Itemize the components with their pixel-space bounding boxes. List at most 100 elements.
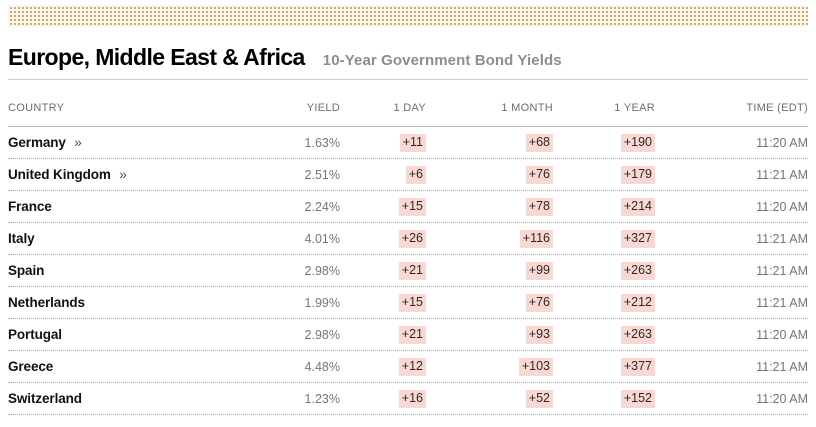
change-1month-cell: +93 <box>426 325 553 345</box>
yield-value: 1.23% <box>304 391 340 406</box>
change-1month-cell: +116 <box>426 229 553 249</box>
column-header-1year: 1 YEAR <box>614 102 655 115</box>
change-1year-badge: +190 <box>620 134 655 153</box>
column-header-1day: 1 DAY <box>393 102 426 115</box>
change-1month-cell: +99 <box>426 261 553 281</box>
change-1day-badge: +21 <box>398 326 426 345</box>
change-1day-cell: +16 <box>340 389 426 409</box>
page-title: Europe, Middle East & Africa <box>8 44 305 70</box>
change-1day-badge: +15 <box>398 294 426 313</box>
time-cell: 11:21 AM <box>655 358 808 376</box>
country-cell: Portugal <box>8 326 298 344</box>
change-1year-cell: +377 <box>553 357 655 377</box>
change-1day-badge: +11 <box>399 134 426 153</box>
country-cell: Italy <box>8 230 298 248</box>
table-row: France 2.24% +15 +78 +214 11:20 AM <box>8 191 808 224</box>
time-cell: 11:21 AM <box>655 166 808 184</box>
country-cell: France <box>8 198 298 216</box>
change-1year-cell: +212 <box>553 293 655 313</box>
time-value: 11:21 AM <box>756 359 808 374</box>
country-cell[interactable]: United Kingdom » <box>8 166 298 184</box>
change-1month-badge: +78 <box>525 198 553 217</box>
yield-cell: 2.24% <box>298 198 340 216</box>
country-link-arrow: » <box>74 134 82 150</box>
yield-value: 2.98% <box>304 263 340 278</box>
change-1day-cell: +21 <box>340 325 426 345</box>
change-1month-cell: +76 <box>426 165 553 185</box>
change-1day-badge: +26 <box>398 230 426 249</box>
change-1day-cell: +6 <box>340 165 426 185</box>
time-cell: 11:20 AM <box>655 134 808 152</box>
change-1day-badge: +15 <box>398 198 426 217</box>
markets-page: Europe, Middle East & Africa 10-Year Gov… <box>0 5 816 427</box>
country-cell: Netherlands <box>8 294 298 312</box>
time-cell: 11:20 AM <box>655 198 808 216</box>
change-1day-cell: +12 <box>340 357 426 377</box>
time-value: 11:20 AM <box>756 327 808 342</box>
table-row: Germany » 1.63% +11 +68 +190 11:20 AM <box>8 127 808 160</box>
change-1year-cell: +152 <box>553 389 655 409</box>
time-cell: 11:21 AM <box>655 294 808 312</box>
change-1month-badge: +93 <box>525 326 553 345</box>
change-1year-badge: +377 <box>620 358 655 377</box>
change-1day-cell: +11 <box>340 133 426 153</box>
yield-cell: 1.99% <box>298 294 340 312</box>
time-cell: 11:20 AM <box>655 390 808 408</box>
time-value: 11:21 AM <box>756 263 808 278</box>
country-name: Netherlands <box>8 294 85 310</box>
change-1month-cell: +68 <box>426 133 553 153</box>
table-row: Italy 4.01% +26 +116 +327 11:21 AM <box>8 223 808 256</box>
country-name: Portugal <box>8 326 62 342</box>
change-1year-badge: +152 <box>620 390 655 409</box>
time-value: 11:21 AM <box>756 167 808 182</box>
section-header: Europe, Middle East & Africa 10-Year Gov… <box>8 44 808 81</box>
yield-value: 1.63% <box>304 135 340 150</box>
time-value: 11:20 AM <box>756 391 808 406</box>
change-1day-cell: +15 <box>340 293 426 313</box>
table-row: Greece 4.48% +12 +103 +377 11:21 AM <box>8 351 808 384</box>
change-1day-badge: +12 <box>398 358 426 377</box>
change-1year-cell: +327 <box>553 229 655 249</box>
yield-cell: 1.63% <box>298 134 340 152</box>
yield-value: 1.99% <box>304 295 340 310</box>
change-1year-cell: +214 <box>553 197 655 217</box>
yield-value: 2.98% <box>304 327 340 342</box>
change-1day-cell: +26 <box>340 229 426 249</box>
change-1day-cell: +15 <box>340 197 426 217</box>
table-row: Spain 2.98% +21 +99 +263 11:21 AM <box>8 255 808 288</box>
time-value: 11:21 AM <box>756 231 808 246</box>
change-1month-badge: +99 <box>525 262 553 281</box>
column-header-1month: 1 MONTH <box>501 102 553 115</box>
column-header-time: TIME (EDT) <box>746 102 808 115</box>
country-link-arrow: » <box>119 166 127 182</box>
yield-value: 4.48% <box>304 359 340 374</box>
halftone-decorative-strip <box>8 5 808 27</box>
yield-value: 2.24% <box>304 199 340 214</box>
yield-value: 4.01% <box>304 231 340 246</box>
change-1day-badge: +6 <box>405 166 426 185</box>
change-1month-cell: +52 <box>426 389 553 409</box>
yield-cell: 2.51% <box>298 166 340 184</box>
change-1month-cell: +103 <box>426 357 553 377</box>
column-header-country: COUNTRY <box>8 102 65 115</box>
change-1year-badge: +263 <box>620 262 655 281</box>
time-value: 11:20 AM <box>756 199 808 214</box>
change-1month-badge: +76 <box>525 166 553 185</box>
change-1month-badge: +103 <box>518 358 553 377</box>
country-name: France <box>8 198 52 214</box>
time-cell: 11:20 AM <box>655 326 808 344</box>
country-name: Italy <box>8 230 35 246</box>
change-1year-cell: +263 <box>553 325 655 345</box>
change-1year-cell: +179 <box>553 165 655 185</box>
table-row: United Kingdom » 2.51% +6 +76 +179 11:21… <box>8 159 808 192</box>
bond-yields-table: COUNTRY YIELD 1 DAY 1 MONTH 1 YEAR TIME … <box>8 80 808 416</box>
change-1month-cell: +78 <box>426 197 553 217</box>
change-1month-badge: +116 <box>519 230 553 249</box>
country-cell[interactable]: Germany » <box>8 134 298 152</box>
yield-cell: 1.23% <box>298 390 340 408</box>
country-cell: Greece <box>8 358 298 376</box>
time-value: 11:20 AM <box>756 135 808 150</box>
yield-cell: 4.01% <box>298 230 340 248</box>
change-1year-badge: +179 <box>620 166 655 185</box>
time-cell: 11:21 AM <box>655 262 808 280</box>
